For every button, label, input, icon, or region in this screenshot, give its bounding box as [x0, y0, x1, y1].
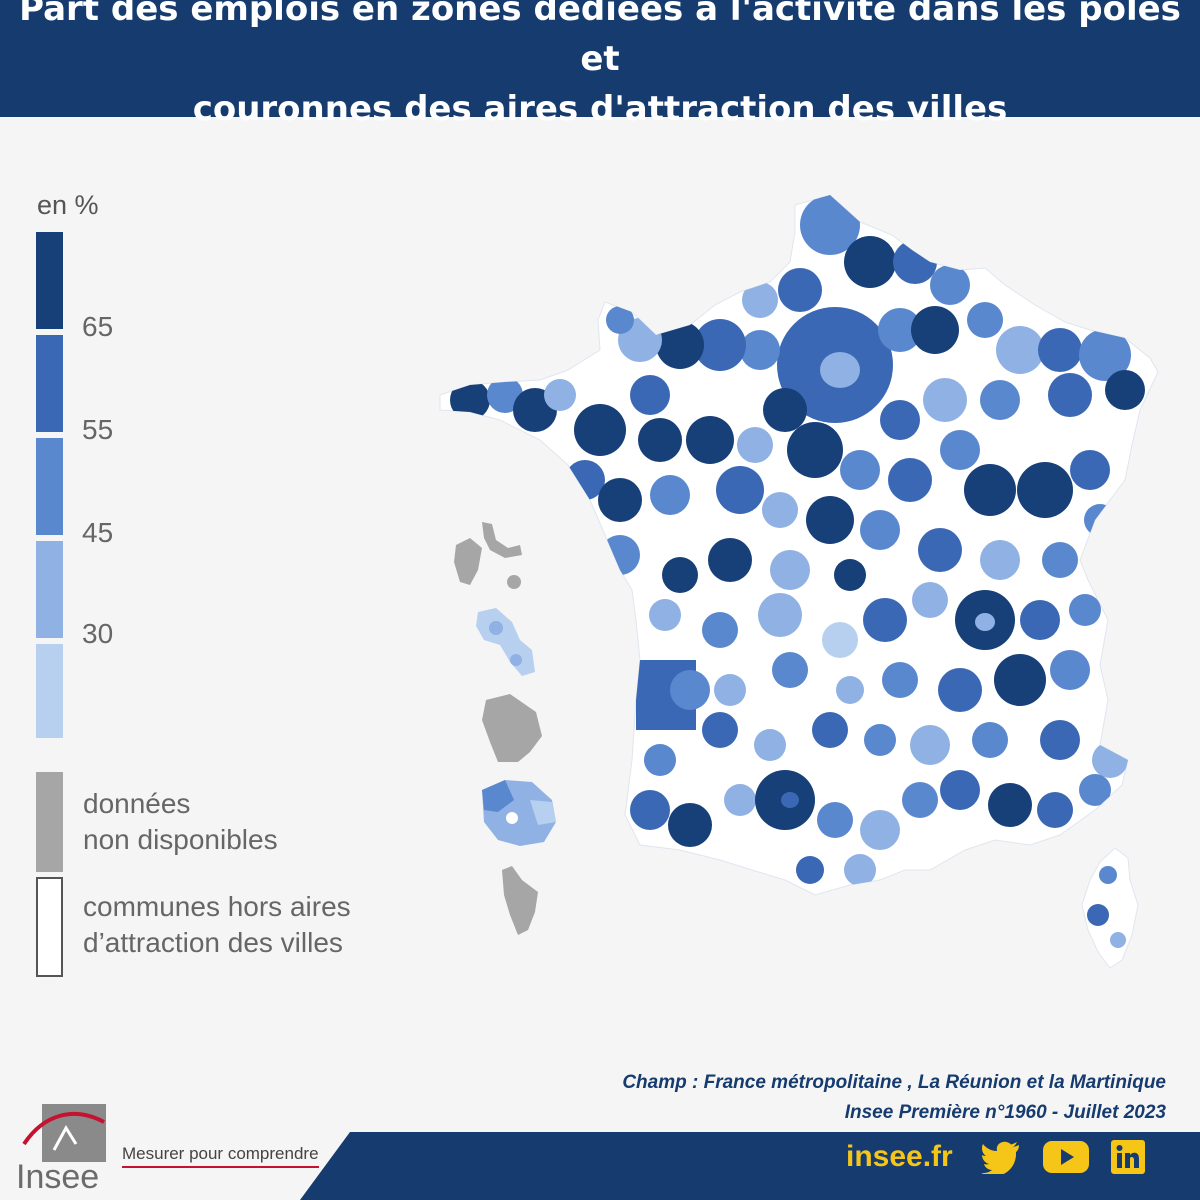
legend-swatch-65plus	[36, 232, 63, 329]
legend-swatch-under30	[36, 644, 63, 738]
legend-swatch-55-65	[36, 335, 63, 432]
footer-bar	[300, 1132, 1200, 1200]
legend-no-data-label: données non disponibles	[83, 788, 278, 855]
legend-unit: en %	[37, 190, 99, 220]
legend-tick-55: 55	[82, 414, 114, 445]
insee-logo-icon	[22, 1104, 106, 1162]
legend-tick-30: 30	[82, 618, 114, 649]
linkedin-icon[interactable]	[1110, 1140, 1145, 1174]
logo-name: Insee	[16, 1158, 100, 1196]
legend-swatch-45-55	[36, 438, 63, 535]
legend-tick-65: 65	[82, 311, 114, 342]
footer-links: insee.fr	[846, 1140, 1167, 1174]
martinique	[476, 608, 535, 676]
title-line-2: couronnes des aires d'attraction des vil…	[192, 88, 1008, 129]
legend-swatch-30-45	[36, 541, 63, 638]
metropolitan-france	[439, 194, 1159, 896]
legend-swatch-outside	[36, 877, 63, 977]
corsica	[1081, 847, 1139, 969]
source-publication: Insee Première n°1960 - Juillet 2023	[844, 1102, 1166, 1123]
title-line-1: Part des emplois en zones dédiées à l'ac…	[19, 0, 1181, 79]
legend-tick-45: 45	[82, 517, 114, 548]
guadeloupe	[454, 522, 522, 589]
twitter-icon[interactable]	[980, 1140, 1021, 1174]
site-link[interactable]: insee.fr	[846, 1140, 953, 1173]
mayotte	[502, 866, 538, 935]
header-banner: Part des emplois en zones dédiées à l'ac…	[0, 0, 1200, 129]
youtube-icon[interactable]	[1042, 1141, 1089, 1173]
la-reunion	[482, 780, 556, 846]
tagline: Mesurer pour comprendre	[122, 1144, 319, 1168]
legend-outside-label: communes hors aires d’attraction des vill…	[83, 891, 351, 958]
choropleth-map	[439, 194, 1159, 969]
legend-swatch-no-data	[36, 772, 63, 872]
page-title: Part des emplois en zones dédiées à l'ac…	[10, 0, 1190, 134]
source-scope: Champ : France métropolitaine , La Réuni…	[622, 1072, 1166, 1093]
guyane	[482, 694, 542, 762]
source-note: Champ : France métropolitaine , La Réuni…	[622, 1068, 1166, 1128]
